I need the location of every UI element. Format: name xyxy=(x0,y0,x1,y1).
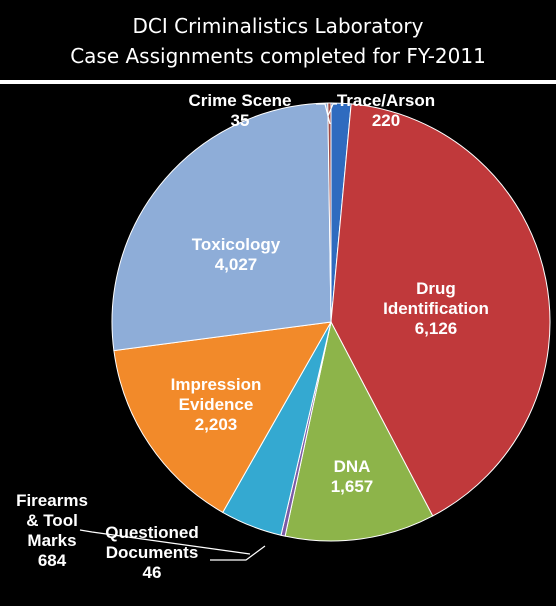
pie-slice-toxicology xyxy=(111,102,332,352)
slice-label: Toxicology 4,027 xyxy=(192,235,281,274)
leader-line xyxy=(79,529,251,555)
pie-slice-drug-identification xyxy=(330,103,551,517)
slice-label: Crime Scene 35 xyxy=(189,91,292,130)
pie-chart: Trace/Arson 220 Drug Identification 6,126 DNA… xyxy=(16,91,551,582)
slice-label: Questioned Documents 46 xyxy=(105,523,199,582)
leader-line xyxy=(327,103,337,117)
slice-label: Firearms & Tool Marks 684 xyxy=(16,491,88,570)
leader-line xyxy=(210,545,266,561)
leader-line xyxy=(316,103,331,125)
slice-label: Impression Evidence 2,203 xyxy=(171,375,262,434)
chart-title-line-2: Case Assignments completed for FY-2011 xyxy=(70,44,486,68)
pie-slice-dna xyxy=(284,320,434,542)
slice-label: DNA 1,657 xyxy=(331,457,374,496)
chart-title-line-1: DCI Criminalistics Laboratory xyxy=(132,14,424,38)
pie-slice-impression-evidence xyxy=(113,321,332,514)
chart-area: Trace/Arson 220 Drug Identification 6,126 DNA… xyxy=(0,84,556,606)
slice-label: Drug Identification 6,126 xyxy=(383,279,489,338)
chart-title-band: DCI Criminalistics Laboratory Case Assig… xyxy=(0,0,556,80)
pie-slice-crime-scene xyxy=(327,102,332,323)
slice-label: Trace/Arson 220 xyxy=(337,91,435,130)
